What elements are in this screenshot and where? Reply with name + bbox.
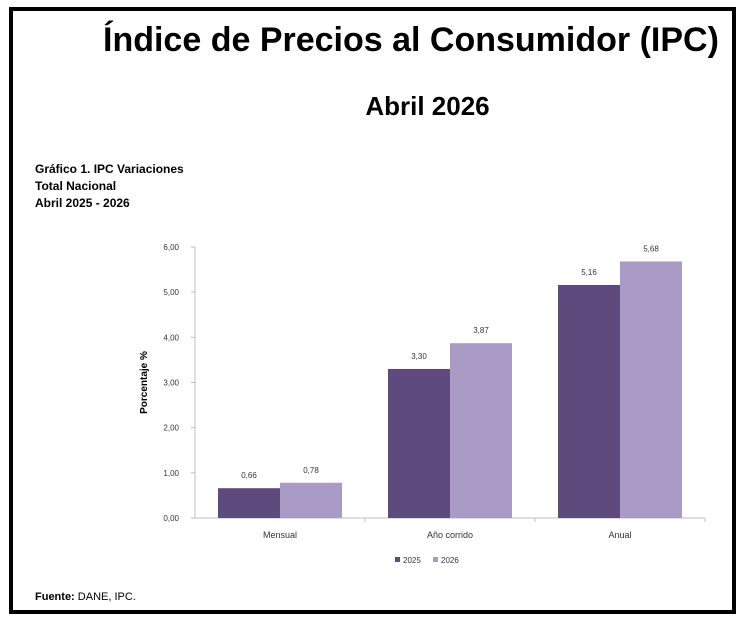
bar [620,261,682,518]
x-tick-label: Año corrido [427,530,473,540]
y-tick-label: 4,00 [163,333,179,342]
bar [218,488,280,518]
data-label: 5,68 [643,244,659,253]
page-subtitle: Abril 2026 [365,91,490,121]
data-label: 0,66 [241,471,257,480]
data-label: 0,78 [303,466,319,475]
x-tick-label: Anual [608,530,631,540]
data-label: 3,30 [411,352,427,361]
legend-swatch [395,557,400,562]
bar [280,482,342,518]
y-tick-label: 1,00 [163,469,179,478]
y-tick-label: 0,00 [163,514,179,523]
source-label: Fuente: [35,591,75,603]
legend-label: 2025 [403,556,421,565]
caption-line-2: Total Nacional [35,179,117,193]
y-tick-label: 5,00 [163,288,179,297]
chart-frame: Índice de Precios al Consumidor (IPC) Ab… [9,7,736,614]
caption-line-1: Gráfico 1. IPC Variaciones [35,162,184,176]
caption-line-3: Abril 2025 - 2026 [35,196,130,210]
chart-caption: Gráfico 1. IPC Variaciones Total Naciona… [35,161,184,212]
page-title: Índice de Precios al Consumidor (IPC) [103,21,719,59]
legend-swatch [433,557,438,562]
y-tick-label: 2,00 [163,424,179,433]
y-axis-label: Porcentaje % [139,351,150,414]
x-tick-label: Mensual [263,530,297,540]
data-label: 5,16 [581,268,597,277]
source-text: DANE, IPC. [74,591,136,603]
bar [450,343,512,518]
bar [558,284,620,518]
source-note: Fuente: DANE, IPC. [35,591,136,603]
y-tick-label: 3,00 [163,379,179,388]
legend-label: 2026 [441,556,459,565]
data-label: 3,87 [473,326,489,335]
y-tick-label: 6,00 [163,243,179,252]
bar [388,368,450,518]
